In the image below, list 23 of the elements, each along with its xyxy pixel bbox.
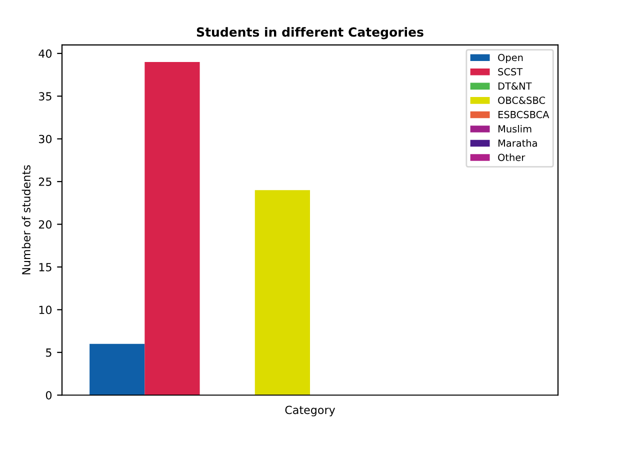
legend-label: OBC&SBC: [498, 96, 545, 104]
y-tick-label: 5: [46, 348, 52, 357]
y-tick-label: 35: [38, 92, 52, 101]
y-tick-label: 25: [38, 178, 52, 186]
y-tick-label: 30: [38, 134, 52, 144]
y-axis-title: Number of students: [22, 165, 30, 274]
bar: [144, 62, 200, 396]
y-tick-label: 10: [39, 306, 52, 314]
x-axis-title: Category: [285, 406, 336, 416]
legend-label: Open: [498, 54, 523, 64]
bar: [90, 344, 145, 396]
y-tick-label: 20: [38, 220, 52, 229]
legend-label: DT&NT: [498, 82, 532, 90]
chart-title: Students in different Categories: [196, 27, 424, 40]
y-tick-label: 15: [39, 263, 52, 272]
y-tick-label: 0: [46, 391, 52, 400]
bar: [254, 190, 310, 396]
legend-label: ESBCSBCA: [498, 110, 550, 118]
legend-label: Other: [498, 154, 526, 162]
legend-label: Maratha: [498, 139, 537, 147]
legend-label: SCST: [498, 68, 523, 76]
y-tick-label: 40: [38, 49, 52, 58]
legend-label: Muslim: [498, 125, 532, 133]
